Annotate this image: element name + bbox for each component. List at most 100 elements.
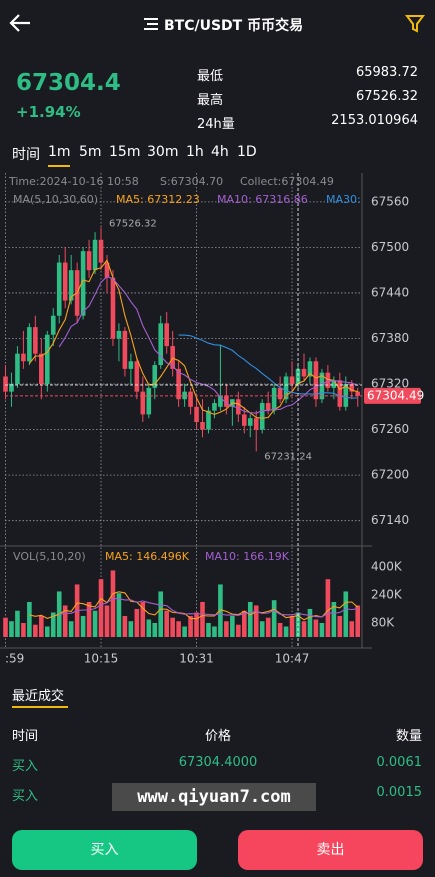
candle-body xyxy=(15,353,20,385)
candle-body xyxy=(33,327,38,354)
candle-body xyxy=(134,361,140,392)
ma-legend: MA5: 67312.23 xyxy=(116,193,200,206)
volume-bar xyxy=(277,622,283,637)
y-tick-label: 67320 xyxy=(371,377,409,391)
interval-tab[interactable]: 时间 xyxy=(12,147,40,163)
high-annotation: 67526.32 xyxy=(109,218,157,229)
info-text: Collect:67304.49 xyxy=(240,175,334,188)
candle-body xyxy=(313,361,319,400)
ma-legend: MA30: xyxy=(326,193,361,206)
trade-cell: 0.0015 xyxy=(376,785,423,800)
interval-tab[interactable]: 1m xyxy=(48,144,71,160)
interval-tab[interactable]: 30m xyxy=(147,144,179,160)
volume-bar xyxy=(313,619,319,637)
interval-tab[interactable]: 5m xyxy=(79,144,102,160)
candle-body xyxy=(337,380,343,407)
vol-tick-label: 240K xyxy=(371,587,403,601)
volume-bar xyxy=(176,621,181,637)
y-tick-label: 67200 xyxy=(371,468,409,482)
tab-underline xyxy=(48,165,70,167)
volume-bar xyxy=(134,608,140,637)
volume-bar xyxy=(253,605,259,637)
low-annotation: 67231.24 xyxy=(264,451,312,462)
trade-cell: 67304.4000 xyxy=(178,755,258,770)
candle-body xyxy=(218,395,223,407)
volume-bar xyxy=(122,615,128,637)
interval-tab[interactable]: 4h xyxy=(211,144,229,160)
volume-bar xyxy=(98,579,104,637)
vol-ma5-line xyxy=(29,591,359,621)
candle-body xyxy=(200,422,205,430)
interval-tab[interactable]: 1D xyxy=(237,144,257,160)
candle-body xyxy=(355,391,361,396)
candle-body xyxy=(86,251,92,271)
candle-body xyxy=(271,387,277,411)
candle-body xyxy=(56,262,62,316)
volume-bar xyxy=(21,622,26,637)
volume-bar xyxy=(158,591,164,637)
candle-body xyxy=(164,323,169,347)
ma5-line xyxy=(28,259,358,419)
candle-body xyxy=(224,395,229,407)
trades-header: 时间 xyxy=(12,729,39,744)
volume-bar xyxy=(224,621,229,637)
candle-body xyxy=(259,403,265,430)
back-button[interactable] xyxy=(8,12,34,34)
stat-label: 最高 xyxy=(197,93,224,108)
volume-bar xyxy=(236,624,241,637)
stat-value: 67526.32 xyxy=(355,89,418,104)
kline-chart: 67560 67500 67440 67380 67320 67260 67200 67140… xyxy=(0,173,435,666)
trades-underline xyxy=(12,706,68,708)
volume-bar xyxy=(104,605,110,637)
y-tick-label: 67260 xyxy=(371,422,409,436)
stat-label: 24h量 xyxy=(197,117,235,132)
candle-body xyxy=(289,376,295,385)
volume-bar xyxy=(307,608,313,637)
trades-title: 最近成交 xyxy=(12,689,65,704)
volume-bar xyxy=(212,626,217,637)
candle-body xyxy=(98,239,104,263)
ma-legend: MA10: 67316.86 xyxy=(217,193,308,206)
filter-icon[interactable] xyxy=(405,14,425,34)
candle-body xyxy=(44,334,50,385)
volume-bar xyxy=(200,601,205,637)
buy-button[interactable]: 买入 xyxy=(12,830,197,870)
y-tick-label: 67140 xyxy=(371,513,409,527)
volume-bar xyxy=(128,621,134,637)
vol-legend: VOL(5,10,20) xyxy=(13,550,86,563)
last-price: 67304.4 xyxy=(16,70,121,96)
candle-body xyxy=(152,365,158,388)
candle-body xyxy=(277,387,283,400)
volume-bar xyxy=(325,579,331,637)
y-tick-label: 67560 xyxy=(371,194,409,208)
volume-bar xyxy=(319,622,325,637)
chart-background xyxy=(0,173,435,651)
x-tick-label: 10:15 xyxy=(84,652,119,666)
volume-bar xyxy=(188,615,193,637)
candle-body xyxy=(253,418,259,430)
volume-bar xyxy=(355,605,361,637)
candle-body xyxy=(80,251,86,316)
sell-button[interactable]: 卖出 xyxy=(238,830,423,870)
candle-body xyxy=(349,384,355,392)
volume-bar xyxy=(50,612,56,637)
interval-tab[interactable]: 15m xyxy=(109,144,141,160)
x-tick-label: 10:47 xyxy=(275,652,310,666)
volume-bar xyxy=(170,617,175,637)
volume-bar xyxy=(39,615,44,637)
candle-body xyxy=(307,361,313,377)
volume-bar xyxy=(68,621,74,637)
candle-body xyxy=(325,372,331,388)
interval-tab[interactable]: 1h xyxy=(186,144,204,160)
candle-body xyxy=(247,418,253,426)
volume-bar xyxy=(230,615,235,637)
candle-body xyxy=(301,368,307,377)
ma-legend: MA(5,10,30,60) xyxy=(13,193,98,206)
candle-body xyxy=(158,323,164,366)
candle-body xyxy=(62,262,68,301)
volume-bar xyxy=(247,601,253,637)
menu-icon[interactable] xyxy=(143,17,159,31)
vol-legend: MA5: 146.496K xyxy=(105,550,190,563)
volume-bar xyxy=(301,621,307,637)
